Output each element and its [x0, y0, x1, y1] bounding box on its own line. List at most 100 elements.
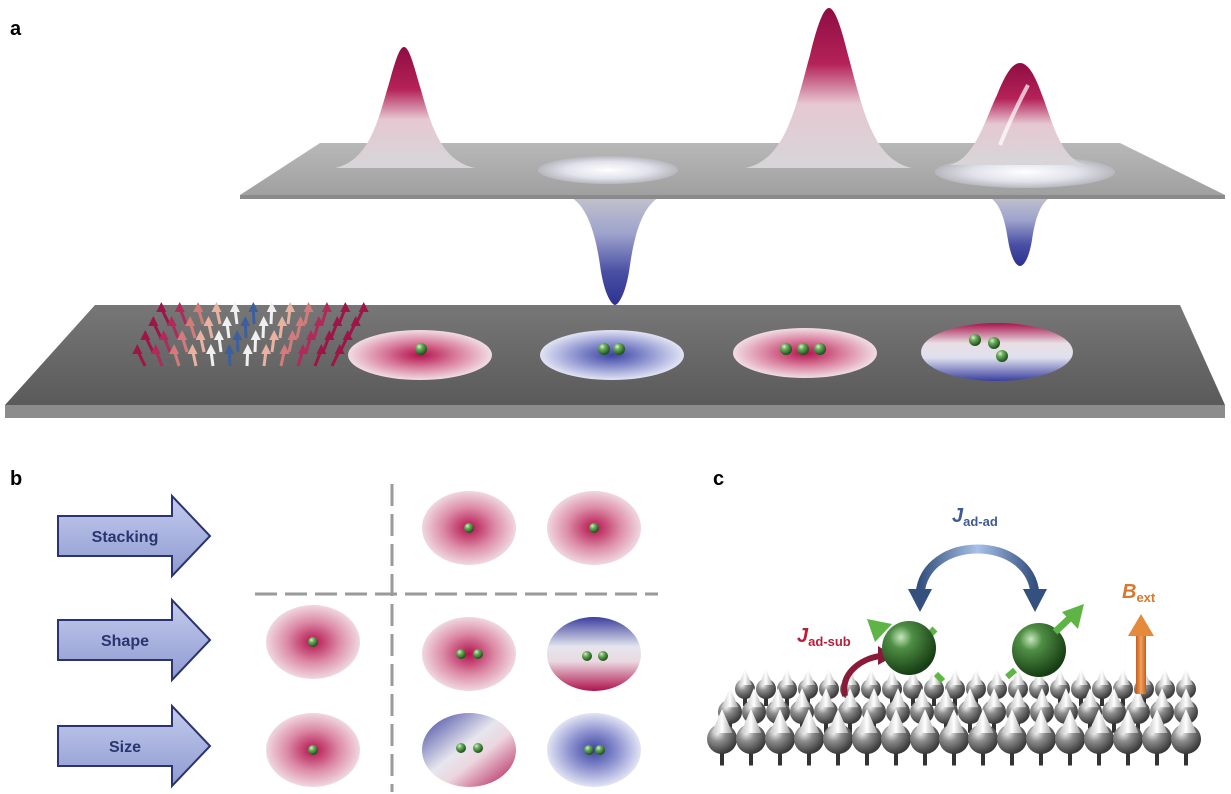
substrate-spin-cone [937, 688, 955, 708]
spin-spiral [132, 302, 369, 367]
substrate-stem [890, 697, 894, 706]
substrate-spin-cone [780, 669, 794, 685]
arrow-stacking: Stacking [57, 493, 212, 579]
adatom [308, 745, 318, 755]
adatom [797, 343, 809, 355]
substrate-spin-cone [1009, 688, 1027, 708]
spin-arrowhead [148, 316, 159, 326]
substrate-spin-cone [1179, 669, 1193, 685]
substrate-spin-cone [1011, 669, 1025, 685]
substrate-spin-cone [1001, 709, 1023, 733]
j-ad-ad-arrowhead-left [908, 589, 932, 612]
spin-arrowhead [287, 330, 298, 340]
substrate-spin-cone [1177, 688, 1195, 708]
adatom [969, 334, 981, 346]
substrate-spins [707, 669, 1201, 766]
substrate-stem [953, 697, 957, 706]
spin-arrowhead [340, 302, 351, 312]
spin-arrowhead [221, 316, 232, 326]
adatom-left [867, 619, 946, 684]
spin-arrowhead [213, 330, 224, 340]
substrate-spin-cone [1105, 688, 1123, 708]
spin-arrowhead [156, 302, 167, 312]
substrate-stem [824, 722, 828, 733]
b-ext-arrow [1136, 634, 1146, 694]
substrate-spin-cone [841, 688, 859, 708]
spin-arrowhead [248, 302, 259, 312]
adatom [582, 651, 592, 661]
substrate-stem [1039, 752, 1043, 766]
disc-mixed-4 [921, 323, 1073, 381]
adatom [464, 523, 474, 533]
substrate-stem [894, 752, 898, 766]
substrate-stem [778, 752, 782, 766]
spin-arrowhead [358, 302, 369, 312]
adatom [595, 745, 605, 755]
spin-arrowhead [279, 344, 290, 354]
substrate-stem [1100, 697, 1104, 706]
substrate-stem [952, 752, 956, 766]
j-ad-ad-arrow [915, 544, 1040, 595]
substrate-spin-cone [985, 688, 1003, 708]
panel-c-letter: c [713, 468, 725, 490]
disc-red-1 [348, 330, 492, 380]
spin-arrowhead [203, 316, 214, 326]
disc-blue-2 [540, 330, 684, 380]
substrate-spin-cone [906, 669, 920, 685]
substrate-stem [865, 752, 869, 766]
adatom [988, 337, 1000, 349]
spin-arrowhead [295, 316, 306, 326]
row-label-size: Size [109, 739, 141, 756]
substrate-spin-cone [1095, 669, 1109, 685]
substrate-spin-cone [1033, 688, 1051, 708]
substrate-stem [932, 697, 936, 706]
substrate-spin-cone [914, 709, 936, 733]
substrate-spin-cone [885, 709, 907, 733]
spin-arrowhead [334, 344, 345, 354]
substrate-stem [1121, 697, 1125, 706]
substrate-spin-cone [1175, 709, 1197, 733]
arrow-shape: Shape [57, 597, 212, 683]
j-ad-ad-label: Jad-ad [952, 505, 998, 529]
spin-arrowhead [140, 330, 151, 340]
substrate-spin-cone [1116, 669, 1130, 685]
substrate-spin-cone [913, 688, 931, 708]
panel-b-diagram: Stacking Shape Size [57, 484, 658, 792]
substrate-stem [743, 697, 747, 706]
substrate-stem [720, 752, 724, 766]
substrate-stem [807, 752, 811, 766]
substrate-spin-cone [1030, 709, 1052, 733]
adatom [589, 523, 599, 533]
substrate-spin-cone [822, 669, 836, 685]
spin-arrowhead [232, 330, 243, 340]
substrate-spin-cone [1059, 709, 1081, 733]
substrate-spin-cone [769, 688, 787, 708]
substrate-spin-cone [721, 688, 739, 708]
adatom [308, 637, 318, 647]
substrate-spin-cone [1129, 688, 1147, 708]
adatom [473, 649, 483, 659]
adatom [598, 651, 608, 661]
substrate-spin-cone [889, 688, 907, 708]
substrate-spin-cone [817, 688, 835, 708]
spin-arrowhead [261, 344, 272, 354]
adatom [473, 743, 483, 753]
spin-arrowhead [342, 330, 353, 340]
b-ext-label: Bext [1122, 581, 1156, 605]
spin-arrowhead [250, 330, 261, 340]
adatom-right [1005, 604, 1084, 680]
peak-red-3 [950, 63, 1085, 165]
arrow-size: Size [57, 703, 212, 789]
substrate-spin-cone [793, 688, 811, 708]
substrate-stem [1058, 697, 1062, 706]
spin-arrowhead [258, 316, 269, 326]
spin-arrowhead [269, 330, 280, 340]
spin-arrowhead [205, 344, 216, 354]
substrate-stem [1097, 752, 1101, 766]
row-label-stacking: Stacking [92, 529, 159, 546]
substrate-stem [1142, 697, 1146, 706]
adatom [584, 745, 594, 755]
substrate-spin-cone [1081, 688, 1099, 708]
spin-arrowhead [158, 330, 169, 340]
spin-arrowhead [132, 344, 143, 354]
